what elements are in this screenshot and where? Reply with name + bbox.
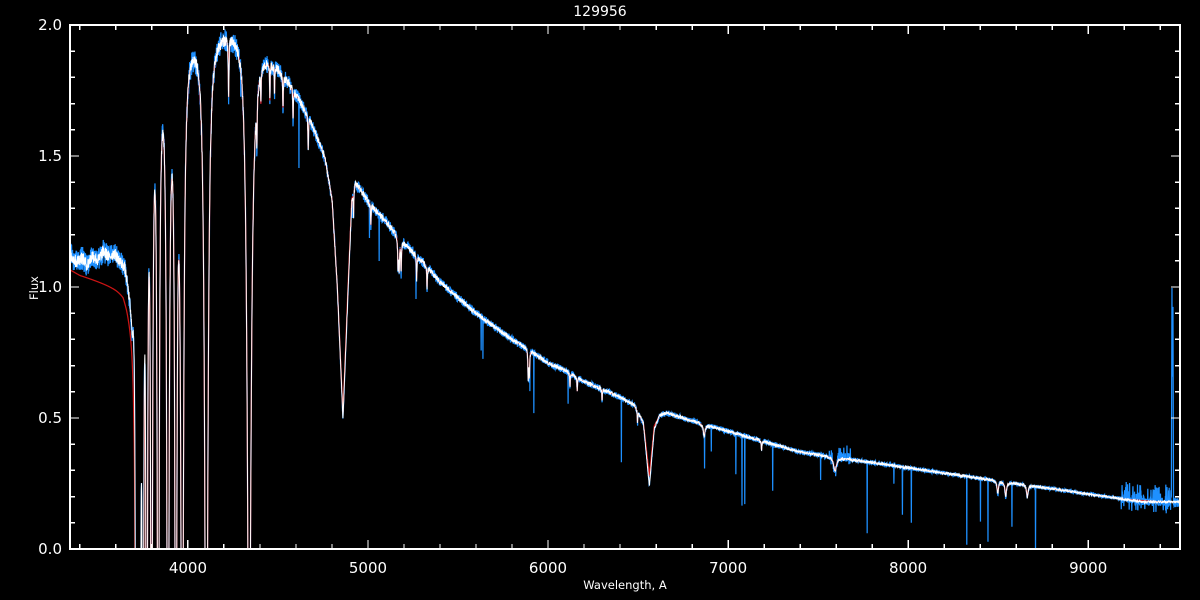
x-tick-label: 7000 bbox=[709, 559, 747, 577]
x-tick-label: 6000 bbox=[529, 559, 567, 577]
x-tick-label: 8000 bbox=[889, 559, 927, 577]
secondary-model-trace bbox=[70, 35, 1180, 549]
y-tick-label: 2.0 bbox=[38, 16, 62, 34]
page-title: 129956 bbox=[573, 4, 627, 20]
y-axis-label: Flux bbox=[27, 276, 41, 300]
y-tick-label: 1.5 bbox=[38, 147, 62, 165]
y-tick-label: 0.0 bbox=[38, 540, 62, 558]
axis-tick-labels: 4000 5000 6000 7000 8000 9000 0.0 0.5 1.0 1.5 2.0 bbox=[38, 16, 1107, 577]
y-tick-label: 1.0 bbox=[38, 278, 62, 296]
axis-ticks bbox=[70, 24, 1180, 550]
data-traces bbox=[70, 29, 1180, 549]
x-tick-label: 5000 bbox=[349, 559, 387, 577]
y-tick-label: 0.5 bbox=[38, 409, 62, 427]
x-tick-label: 4000 bbox=[169, 559, 207, 577]
x-tick-label: 9000 bbox=[1069, 559, 1107, 577]
x-axis-label: Wavelength, A bbox=[583, 578, 667, 592]
